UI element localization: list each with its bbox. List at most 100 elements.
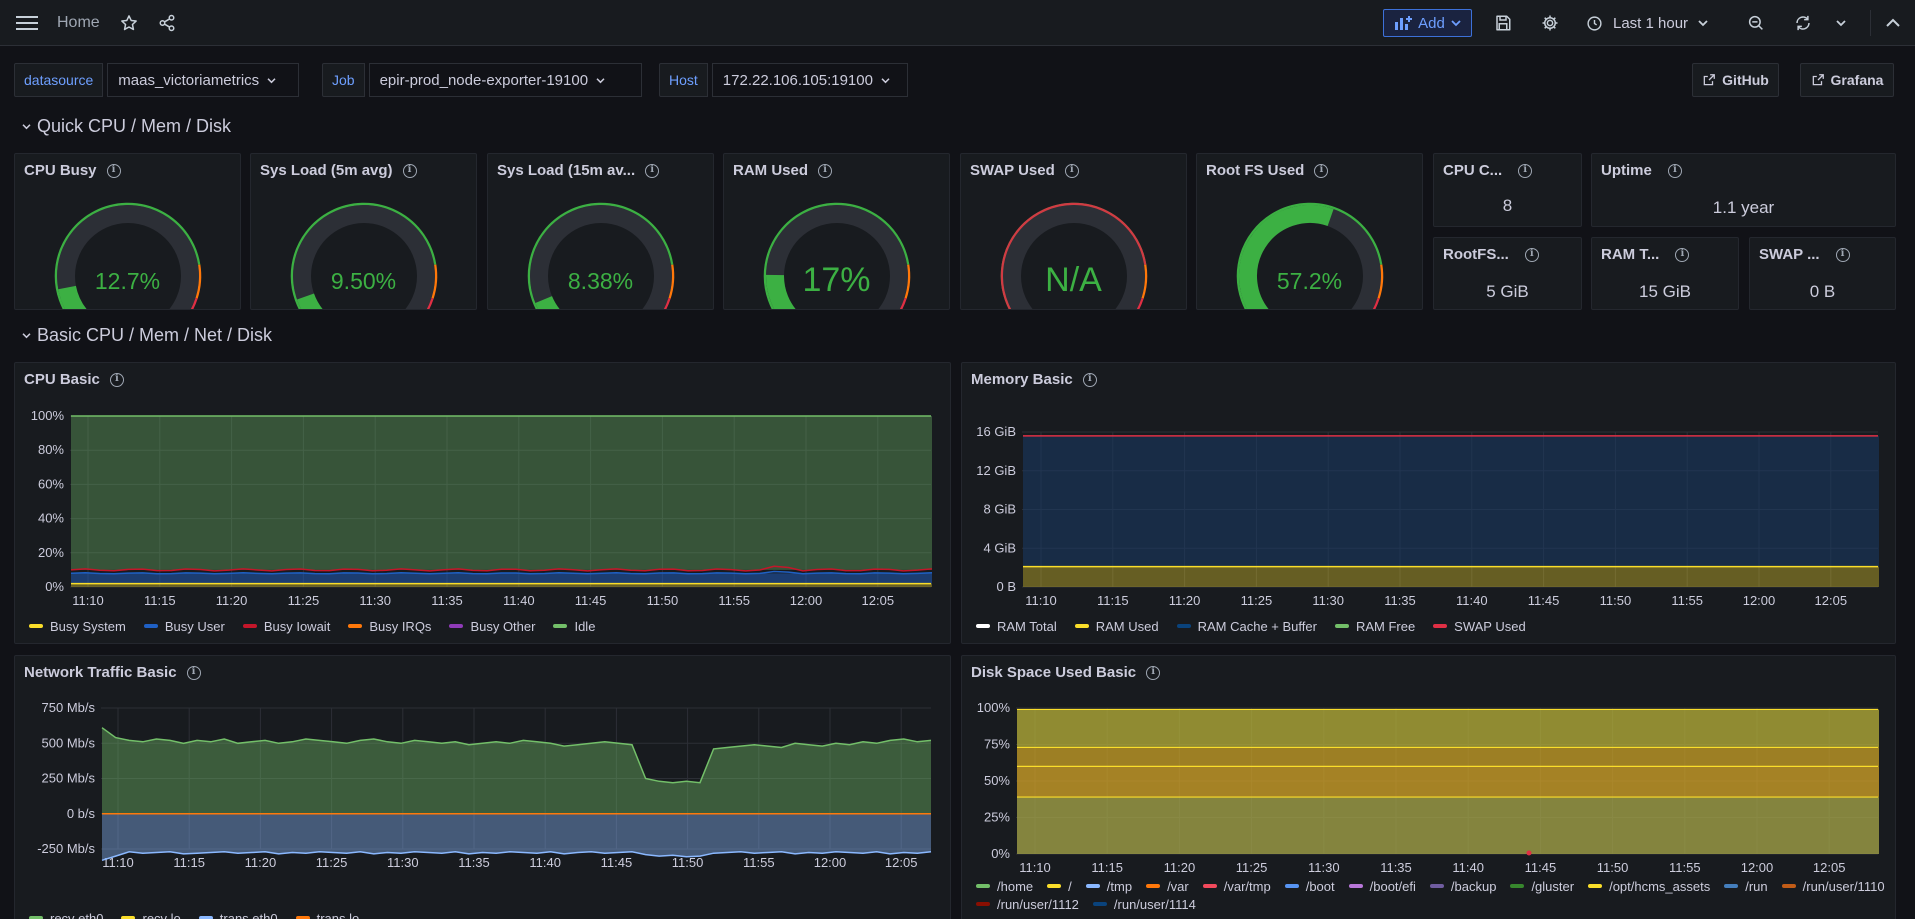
legend-item[interactable]: RAM Total xyxy=(976,617,1057,635)
panel-root-fs-used[interactable]: Root FS Used 57.2% xyxy=(1196,153,1423,310)
github-link[interactable]: GitHub xyxy=(1692,63,1779,97)
disk-basic-chart[interactable]: 100% 75% 50% 25% 0% 11:10 11:15 11:20 11:25 11:30… xyxy=(962,656,1896,919)
job-select[interactable]: epir-prod_node-exporter-19100 xyxy=(368,63,642,97)
network-basic-chart[interactable]: 750 Mb/s 500 Mb/s 250 Mb/s 0 b/s -250 Mb/s 11… xyxy=(15,656,951,919)
row-header-quick[interactable]: Quick CPU / Mem / Disk xyxy=(22,116,231,137)
panel-ram-total[interactable]: RAM T... 15 GiB xyxy=(1591,237,1739,310)
panel-cpu-busy[interactable]: CPU Busy 12.7% xyxy=(14,153,241,310)
panel-rootfs-total[interactable]: RootFS... 5 GiB xyxy=(1433,237,1582,310)
legend-item[interactable]: /gluster xyxy=(1510,877,1574,895)
info-icon[interactable] xyxy=(1518,163,1533,178)
legend-item[interactable]: /opt/hcms_assets xyxy=(1588,877,1710,895)
legend-item[interactable]: trans lo xyxy=(295,909,359,919)
info-icon[interactable] xyxy=(106,163,121,178)
legend-item[interactable]: Busy User xyxy=(143,617,225,635)
legend-item[interactable]: trans eth0 xyxy=(198,909,278,919)
legend-item[interactable]: Busy IRQs xyxy=(348,617,431,635)
legend-item[interactable]: /home xyxy=(976,877,1033,895)
info-icon[interactable] xyxy=(1082,372,1097,387)
legend-swatch xyxy=(1202,884,1217,888)
legend-swatch xyxy=(29,624,43,628)
share-icon[interactable] xyxy=(155,8,179,38)
info-icon[interactable] xyxy=(645,163,660,178)
legend-item[interactable]: /run/user/1112 xyxy=(976,895,1079,913)
variable-value: 172.22.106.105:19100 xyxy=(722,71,873,89)
legend-item[interactable]: /var xyxy=(1146,877,1189,895)
info-icon[interactable] xyxy=(1064,163,1079,178)
panel-cpu-cores[interactable]: CPU C... 8 xyxy=(1433,153,1582,227)
cpu-basic-chart[interactable]: 100% 80% 60% 40% 20% 0% 11:10 11:15 11:20 11:25 11… xyxy=(15,363,951,644)
save-icon[interactable] xyxy=(1490,8,1516,38)
memory-basic-chart[interactable]: 16 GiB 12 GiB 8 GiB 4 GiB 0 B 11:10 11:15 11:20… xyxy=(962,363,1896,644)
datasource-select[interactable]: maas_victoriametrics xyxy=(107,63,300,97)
legend-item[interactable]: Busy System xyxy=(29,617,126,635)
legend-item[interactable]: recv lo xyxy=(121,909,181,919)
x-tick-label: 11:40 xyxy=(1456,593,1488,608)
legend-item[interactable]: Busy Iowait xyxy=(242,617,330,635)
legend-item[interactable]: Idle xyxy=(553,617,595,635)
legend-item[interactable]: / xyxy=(1047,877,1072,895)
panel-ram-used[interactable]: RAM Used 17% xyxy=(723,153,950,310)
panel-sys-load-5m[interactable]: Sys Load (5m avg) 9.50% xyxy=(250,153,477,310)
host-select[interactable]: 172.22.106.105:19100 xyxy=(711,63,908,97)
legend-label: /run/user/1114 xyxy=(1113,896,1196,912)
panel-uptime[interactable]: Uptime 1.1 year xyxy=(1591,153,1896,227)
top-navbar: Home Add Last 1 hour xyxy=(0,0,1915,46)
panel-memory-basic[interactable]: Memory Basic 16 GiB 12 GiB 8 GiB 4 GiB 0 B 11… xyxy=(961,362,1896,644)
info-icon[interactable] xyxy=(402,163,417,178)
x-tick-label: 12:00 xyxy=(790,593,823,608)
gauge-threshold-green xyxy=(54,202,201,309)
panel-disk-space-used-basic[interactable]: Disk Space Used Basic 100% 75% 50% 25% 0% 11:… xyxy=(961,655,1896,919)
time-range-picker[interactable]: Last 1 hour xyxy=(1586,8,1708,38)
row-header-basic[interactable]: Basic CPU / Mem / Net / Disk xyxy=(22,325,272,346)
legend-label: /opt/hcms_assets xyxy=(1609,878,1711,894)
info-icon[interactable] xyxy=(1314,163,1329,178)
legend-item[interactable]: recv eth0 xyxy=(29,909,103,919)
info-icon[interactable] xyxy=(1524,247,1539,262)
info-icon[interactable] xyxy=(186,665,201,680)
legend-item[interactable]: /backup xyxy=(1429,877,1496,895)
refresh-interval-chevron-down-icon[interactable] xyxy=(1830,8,1852,38)
legend-item[interactable]: RAM Cache + Buffer xyxy=(1176,617,1317,635)
add-button[interactable]: Add xyxy=(1383,9,1472,37)
grafana-link[interactable]: Grafana xyxy=(1800,63,1894,97)
legend-item[interactable]: /tmp xyxy=(1085,877,1132,895)
x-tick-label: 11:25 xyxy=(1241,593,1273,608)
info-icon[interactable] xyxy=(1675,247,1690,262)
gear-icon[interactable] xyxy=(1537,8,1563,38)
legend-item[interactable]: /run/user/1114 xyxy=(1092,895,1196,913)
panel-swap-used[interactable]: SWAP Used N/A xyxy=(960,153,1187,310)
zoom-out-icon[interactable] xyxy=(1743,8,1769,38)
collapse-up-icon[interactable] xyxy=(1880,8,1906,38)
legend-item[interactable]: /boot xyxy=(1284,877,1335,895)
info-icon[interactable] xyxy=(1667,163,1682,178)
legend-item[interactable]: /run xyxy=(1724,877,1768,895)
series-trans-eth0-area xyxy=(102,813,931,861)
gauge-threshold-red xyxy=(1372,297,1380,309)
x-tick-label: 11:45 xyxy=(1528,593,1560,608)
x-tick-label: 11:15 xyxy=(173,855,205,870)
legend-item[interactable]: Busy Other xyxy=(449,617,535,635)
info-icon[interactable] xyxy=(1835,247,1850,262)
panel-swap-total[interactable]: SWAP ... 0 B xyxy=(1749,237,1896,310)
refresh-icon[interactable] xyxy=(1790,8,1816,38)
legend-item[interactable]: RAM Used xyxy=(1074,617,1159,635)
breadcrumb-home[interactable]: Home xyxy=(57,14,100,31)
legend-item[interactable]: /run/user/1110 xyxy=(1781,877,1885,895)
panel-title: Network Traffic Basic xyxy=(24,664,177,681)
legend-item[interactable]: RAM Free xyxy=(1334,617,1415,635)
star-icon[interactable] xyxy=(117,8,141,38)
info-icon[interactable] xyxy=(818,163,833,178)
gauge-threshold-green xyxy=(290,202,437,309)
panel-cpu-basic[interactable]: CPU Basic 100% 80% 60% 40% 20% 0% 11:10 11:15 11… xyxy=(14,362,951,644)
legend-swatch xyxy=(1724,884,1739,888)
panel-header: SWAP ... xyxy=(1759,246,1850,263)
info-icon[interactable] xyxy=(1146,665,1161,680)
panel-sys-load-15m[interactable]: Sys Load (15m av... 8.38% xyxy=(487,153,714,310)
menu-icon[interactable] xyxy=(14,8,40,38)
legend-item[interactable]: /var/tmp xyxy=(1202,877,1271,895)
legend-item[interactable]: /boot/efi xyxy=(1348,877,1416,895)
legend-item[interactable]: SWAP Used xyxy=(1433,617,1526,635)
info-icon[interactable] xyxy=(109,372,124,387)
panel-network-traffic-basic[interactable]: Network Traffic Basic 750 Mb/s 500 Mb/s 25… xyxy=(14,655,951,919)
